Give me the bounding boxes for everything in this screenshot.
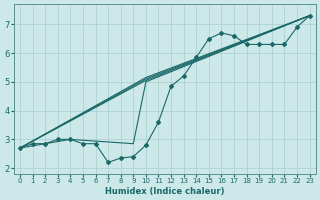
X-axis label: Humidex (Indice chaleur): Humidex (Indice chaleur) <box>105 187 225 196</box>
